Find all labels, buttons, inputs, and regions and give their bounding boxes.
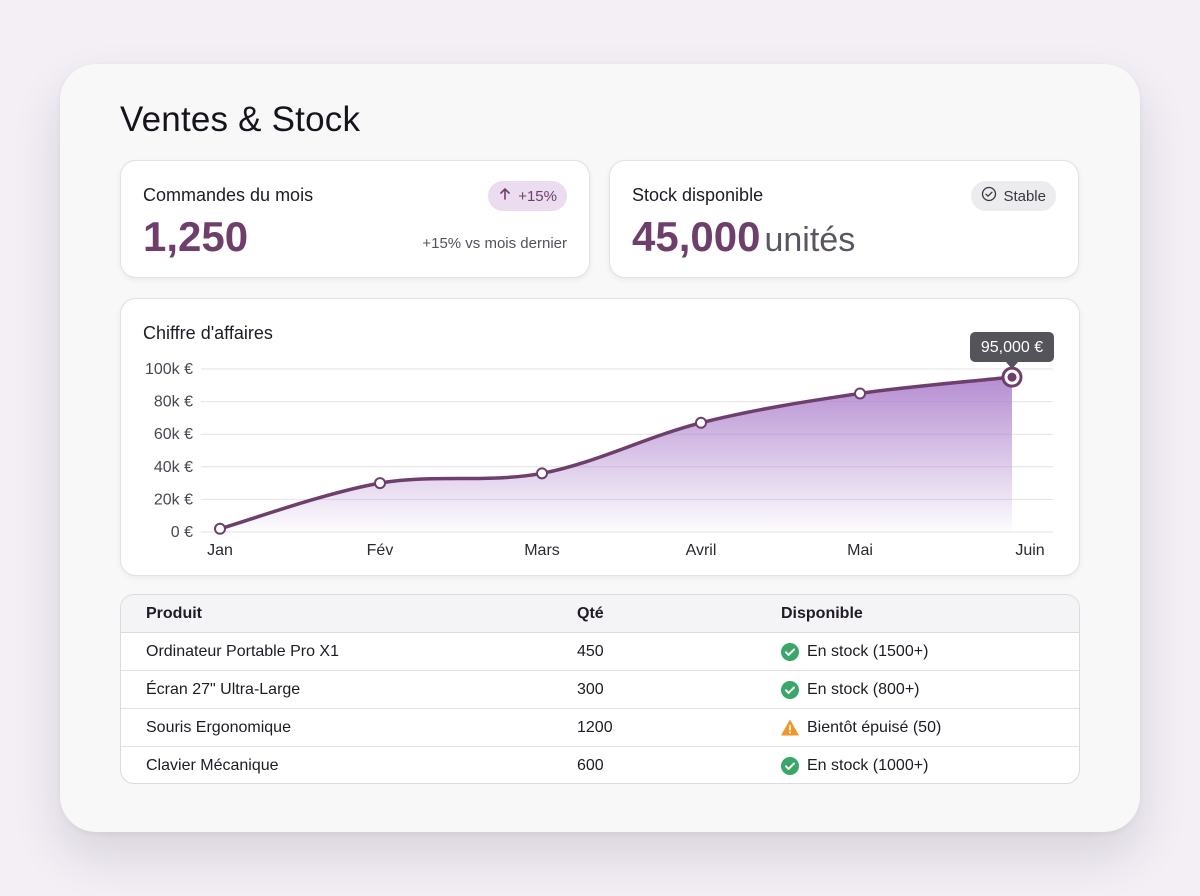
kpi-stock-badge-text: Stable [1003,187,1046,205]
cell-product: Clavier Mécanique [146,757,279,774]
revenue-line [218,375,1014,531]
y-tick-label: 40k € [154,459,193,476]
table-row: Écran 27" Ultra-Large 300 En stock (800+) [121,671,1079,709]
cell-product: Souris Ergonomique [146,719,291,736]
tooltip-arrow [1006,362,1018,369]
dashboard-card: Ventes & Stock Commandes du mois +15% 1,… [60,64,1140,832]
cell-status-text: En stock (1000+) [807,757,929,774]
revenue-chart-card: Chiffre d'affaires 0 € 20k € 40k € 60k € 80k… [120,298,1080,576]
page-title: Ventes & Stock [120,100,361,139]
x-tick-label: Avril [686,542,717,559]
cell-qty: 450 [577,643,604,660]
cell-status: En stock (800+) [781,671,920,709]
revenue-area [220,377,1012,532]
table-row: Ordinateur Portable Pro X1 450 En stock (1… [121,633,1079,671]
cell-status-text: En stock (1500+) [807,643,929,660]
kpi-stock-card: Stock disponible Stable 45,000 unités [609,160,1079,278]
arrow-up-icon [498,187,512,205]
table-row: Clavier Mécanique 600 En stock (1000+) [121,747,1079,783]
product-table: Produit Qté Disponible Ordinateur Portab… [120,594,1080,784]
cell-product: Ordinateur Portable Pro X1 [146,643,339,660]
data-point [214,522,226,535]
y-tick-label: 0 € [171,524,193,541]
kpi-stock-label: Stock disponible [632,185,764,205]
cell-status: En stock (1000+) [781,747,929,783]
check-circle-icon [781,757,799,775]
header-available: Disponible [781,605,863,622]
chart-tooltip: 95,000 € [970,332,1054,369]
cell-qty: 1200 [577,719,613,736]
x-tick-label: Jan [207,542,233,559]
kpi-orders-note: +15% vs mois dernier [422,235,567,252]
data-point-highlight-center [1007,372,1017,382]
data-point [536,467,548,480]
y-tick-label: 100k € [145,361,193,378]
data-point [695,416,707,429]
cell-status: Bientôt épuisé (50) [781,709,941,747]
data-point [854,387,866,400]
table-header: Produit Qté Disponible [121,595,1079,633]
x-tick-label: Mars [524,542,560,559]
kpi-orders-value: 1,250 [143,213,249,260]
x-tick-label: Juin [1015,542,1044,559]
x-tick-label: Fév [367,542,394,559]
cell-qty: 600 [577,757,604,774]
cell-status-text: En stock (800+) [807,681,920,698]
cell-status: En stock (1500+) [781,633,928,671]
header-product: Produit [146,605,202,622]
kpi-stock-unit: unités [764,221,856,259]
x-tick-label: Mai [847,542,873,559]
check-circle-icon [781,681,799,699]
y-tick-label: 60k € [154,426,193,443]
table-row: Souris Ergonomique 1200 Bientôt épuisé (50… [121,709,1079,747]
kpi-stock-value: 45,000 unités [632,213,855,261]
kpi-orders-card: Commandes du mois +15% 1,250 +15% vs moi… [120,160,590,278]
cell-product: Écran 27" Ultra-Large [146,681,301,698]
revenue-chart: 0 € 20k € 40k € 60k € 80k € 100k € Jan Fév Mars A… [145,332,1054,559]
y-tick-label: 80k € [154,394,193,411]
data-point [374,477,386,490]
tooltip-text: 95,000 € [981,339,1043,356]
check-circle-icon [781,643,799,661]
warning-triangle-icon [781,719,799,737]
cell-qty: 300 [577,681,604,698]
kpi-stock-number: 45,000 [632,213,761,260]
y-tick-label: 20k € [154,491,193,508]
tooltip-box [970,332,1054,362]
cell-status-text: Bientôt épuisé (50) [807,719,942,736]
kpi-orders-badge: +15% [488,181,567,211]
kpi-orders-badge-text: +15% [518,187,557,205]
kpi-orders-label: Commandes du mois [143,185,314,205]
kpi-stock-badge: Stable [971,181,1056,211]
header-qty: Qté [577,605,604,622]
check-circle-icon [981,186,997,206]
chart-title: Chiffre d'affaires [143,323,273,343]
